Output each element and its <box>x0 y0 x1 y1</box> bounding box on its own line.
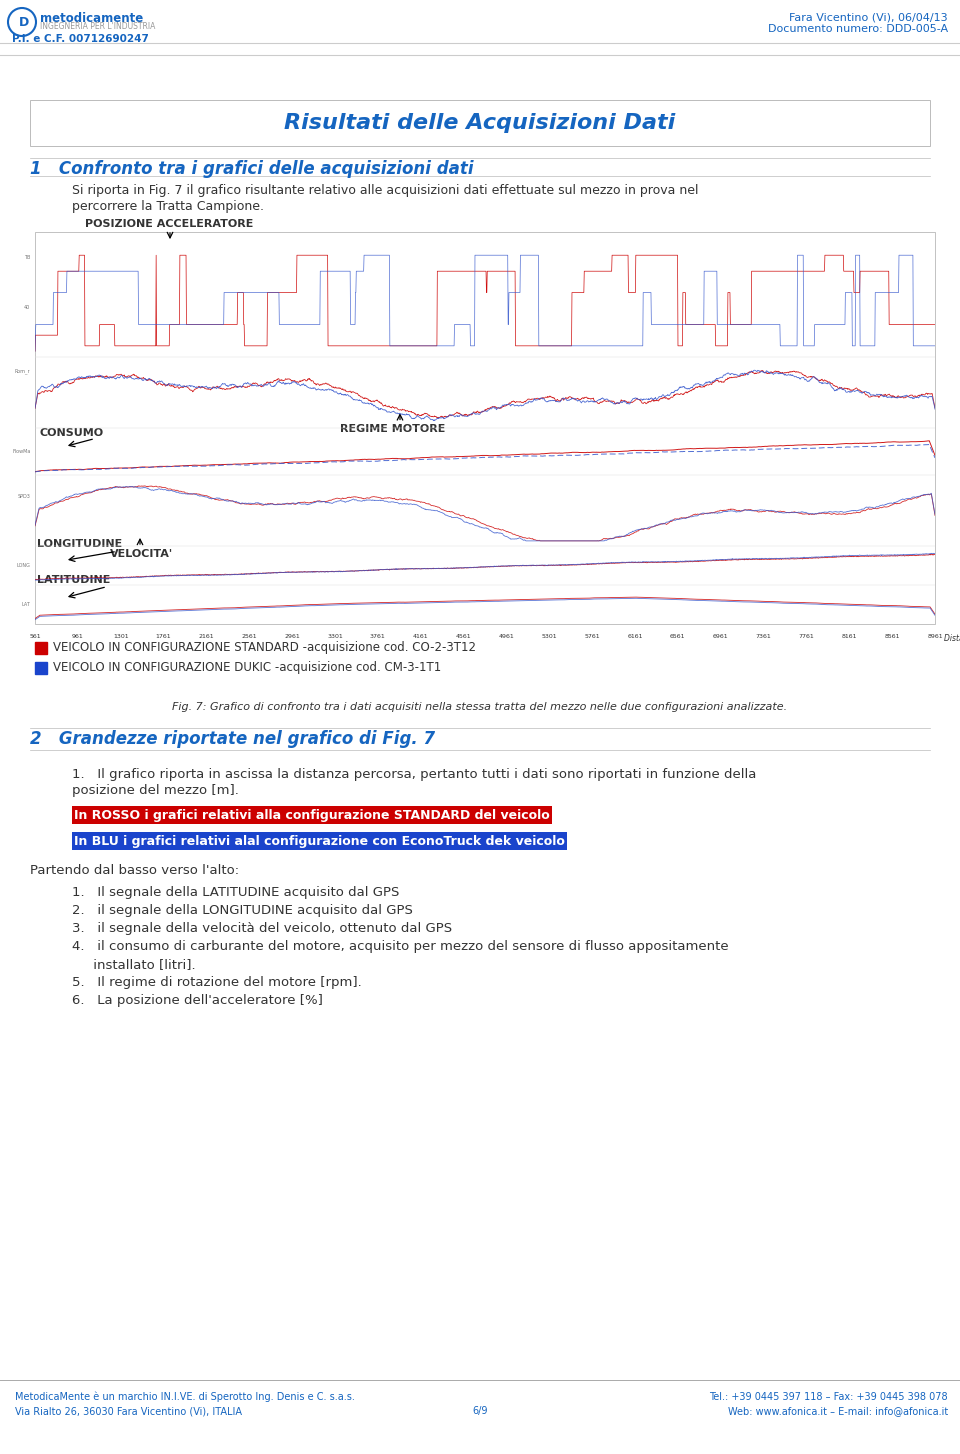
Text: VEICOLO IN CONFIGURAZIONE STANDARD -acquisizione cod. CO-2-3T12: VEICOLO IN CONFIGURAZIONE STANDARD -acqu… <box>53 641 476 654</box>
Text: 1761: 1761 <box>156 634 172 638</box>
Text: 3.   il segnale della velocità del veicolo, ottenuto dal GPS: 3. il segnale della velocità del veicolo… <box>72 922 452 935</box>
Text: 5301: 5301 <box>541 634 557 638</box>
Text: 8961: 8961 <box>927 634 943 638</box>
Text: 561: 561 <box>29 634 41 638</box>
Text: VELOCITA': VELOCITA' <box>110 550 173 558</box>
Bar <box>35 662 47 675</box>
Text: D: D <box>19 16 29 29</box>
Text: 4961: 4961 <box>498 634 515 638</box>
Text: 2   Grandezze riportate nel grafico di Fig. 7: 2 Grandezze riportate nel grafico di Fig… <box>30 730 435 747</box>
Bar <box>30 100 930 145</box>
Text: 4161: 4161 <box>413 634 428 638</box>
Text: 1.   Il segnale della LATITUDINE acquisito dal GPS: 1. Il segnale della LATITUDINE acquisito… <box>72 885 399 899</box>
Text: SPD3: SPD3 <box>17 494 31 499</box>
Text: 2561: 2561 <box>242 634 257 638</box>
Text: 6561: 6561 <box>670 634 685 638</box>
Text: Rom_r: Rom_r <box>14 369 31 374</box>
Text: percorrere la Tratta Campione.: percorrere la Tratta Campione. <box>72 201 264 212</box>
Text: 7761: 7761 <box>799 634 814 638</box>
Text: LONGITUDINE: LONGITUDINE <box>37 539 122 550</box>
Text: FlowMa: FlowMa <box>12 449 31 454</box>
Text: LONG: LONG <box>16 563 31 567</box>
Text: 8161: 8161 <box>842 634 857 638</box>
Text: Fig. 7: Grafico di confronto tra i dati acquisiti nella stessa tratta del mezzo : Fig. 7: Grafico di confronto tra i dati … <box>173 702 787 712</box>
Text: metodicamente: metodicamente <box>40 12 143 25</box>
Text: 4561: 4561 <box>456 634 471 638</box>
Bar <box>35 233 935 624</box>
Text: posizione del mezzo [m].: posizione del mezzo [m]. <box>72 784 239 797</box>
Text: Distance (m): Distance (m) <box>944 634 960 643</box>
Text: In ROSSO i grafici relativi alla configurazione STANDARD del veicolo: In ROSSO i grafici relativi alla configu… <box>74 808 550 822</box>
Text: MetodicaMente è un marchio IN.I.VE. di Sperotto Ing. Denis e C. s.a.s.: MetodicaMente è un marchio IN.I.VE. di S… <box>15 1391 355 1403</box>
Text: 5761: 5761 <box>585 634 600 638</box>
Text: 2161: 2161 <box>199 634 214 638</box>
Text: 2.   il segnale della LONGITUDINE acquisito dal GPS: 2. il segnale della LONGITUDINE acquisit… <box>72 904 413 917</box>
Text: Web: www.afonica.it – E-mail: info@afonica.it: Web: www.afonica.it – E-mail: info@afoni… <box>728 1406 948 1416</box>
Bar <box>72 806 552 824</box>
Text: POSIZIONE ACCELERATORE: POSIZIONE ACCELERATORE <box>85 220 253 230</box>
Text: 6161: 6161 <box>627 634 643 638</box>
Text: 3761: 3761 <box>370 634 386 638</box>
Text: Partendo dal basso verso l'alto:: Partendo dal basso verso l'alto: <box>30 864 239 877</box>
Text: VEICOLO IN CONFIGURAZIONE DUKIC -acquisizione cod. CM-3-1T1: VEICOLO IN CONFIGURAZIONE DUKIC -acquisi… <box>53 662 442 675</box>
Text: 6961: 6961 <box>713 634 729 638</box>
Text: TB: TB <box>24 254 31 260</box>
Text: Tel.: +39 0445 397 118 – Fax: +39 0445 398 078: Tel.: +39 0445 397 118 – Fax: +39 0445 3… <box>709 1391 948 1402</box>
Text: 961: 961 <box>72 634 84 638</box>
Text: 1301: 1301 <box>113 634 129 638</box>
Text: Fara Vicentino (Vi), 06/04/13: Fara Vicentino (Vi), 06/04/13 <box>789 12 948 22</box>
Text: 5.   Il regime di rotazione del motore [rpm].: 5. Il regime di rotazione del motore [rp… <box>72 976 362 989</box>
Text: 40: 40 <box>24 305 31 310</box>
Text: Si riporta in Fig. 7 il grafico risultante relativo alle acquisizioni dati effet: Si riporta in Fig. 7 il grafico risultan… <box>72 185 699 196</box>
Text: LAT: LAT <box>22 602 31 606</box>
Text: LATITUDINE: LATITUDINE <box>37 574 110 585</box>
Text: 6/9: 6/9 <box>472 1406 488 1416</box>
Text: INGEGNERIA PER L'INDUSTRIA: INGEGNERIA PER L'INDUSTRIA <box>40 22 156 31</box>
Text: 2961: 2961 <box>284 634 300 638</box>
Text: Documento numero: DDD-005-A: Documento numero: DDD-005-A <box>768 25 948 33</box>
Text: Risultati delle Acquisizioni Dati: Risultati delle Acquisizioni Dati <box>284 113 676 132</box>
Text: P.I. e C.F. 00712690247: P.I. e C.F. 00712690247 <box>12 33 149 44</box>
Text: 4.   il consumo di carburante del motore, acquisito per mezzo del sensore di flu: 4. il consumo di carburante del motore, … <box>72 939 729 952</box>
Text: 1.   Il grafico riporta in ascissa la distanza percorsa, pertanto tutti i dati s: 1. Il grafico riporta in ascissa la dist… <box>72 768 756 781</box>
Bar <box>72 832 567 851</box>
Text: CONSUMO: CONSUMO <box>40 427 104 438</box>
Text: 7361: 7361 <box>756 634 772 638</box>
Text: 1   Confronto tra i grafici delle acquisizioni dati: 1 Confronto tra i grafici delle acquisiz… <box>30 160 473 177</box>
Text: Via Rialto 26, 36030 Fara Vicentino (Vi), ITALIA: Via Rialto 26, 36030 Fara Vicentino (Vi)… <box>15 1406 242 1416</box>
Text: REGIME MOTORE: REGIME MOTORE <box>340 425 445 435</box>
Text: In BLU i grafici relativi alal configurazione con EconoTruck dek veicolo: In BLU i grafici relativi alal configura… <box>74 835 564 848</box>
Text: 6.   La posizione dell'acceleratore [%]: 6. La posizione dell'acceleratore [%] <box>72 995 323 1008</box>
Text: 8561: 8561 <box>884 634 900 638</box>
Bar <box>35 643 47 654</box>
Text: 3301: 3301 <box>327 634 343 638</box>
Text: installato [litri].: installato [litri]. <box>72 958 196 971</box>
